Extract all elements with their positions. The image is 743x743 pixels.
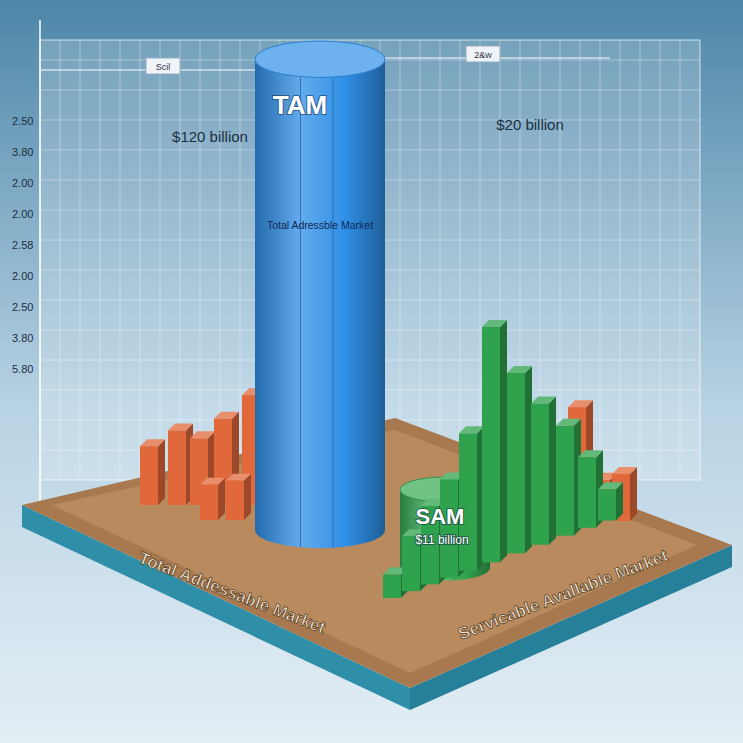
cylinder <box>255 41 385 548</box>
backdrop-line <box>120 40 121 480</box>
bar <box>383 574 401 598</box>
bar-side <box>244 474 251 520</box>
bar <box>200 485 218 520</box>
side-label: 2.50 <box>12 115 33 127</box>
bar-top <box>140 439 165 446</box>
side-label: 2.00 <box>12 208 33 220</box>
bar-top <box>531 396 556 403</box>
bar-top <box>459 426 484 433</box>
backdrop-line <box>480 40 481 480</box>
side-label: 2.00 <box>12 270 33 282</box>
side-label: 5.80 <box>12 363 33 375</box>
box-bar <box>507 366 532 553</box>
backdrop-line <box>460 40 461 480</box>
value-axis <box>39 20 41 530</box>
top-label-box <box>466 46 500 62</box>
bar-top <box>578 450 603 457</box>
bar-top <box>482 320 507 327</box>
bar <box>578 457 596 528</box>
bar-side <box>218 478 225 520</box>
box-bar <box>200 478 225 520</box>
cylinder-body <box>255 59 385 548</box>
backdrop-line <box>620 40 621 480</box>
box-bar <box>226 474 251 520</box>
bar-side <box>500 320 507 562</box>
category-label: TAM <box>273 90 327 120</box>
side-label: 2.00 <box>12 177 33 189</box>
background <box>0 0 743 743</box>
bar-side <box>158 439 165 505</box>
box-bar <box>598 482 623 520</box>
side-label: 3.80 <box>12 332 33 344</box>
data-label: $120 billion <box>172 128 248 145</box>
backdrop-line <box>180 40 181 480</box>
side-label: 2.50 <box>12 301 33 313</box>
bar-top <box>214 412 239 419</box>
bar <box>507 373 525 553</box>
backdrop-line <box>660 40 661 480</box>
bar <box>482 327 500 562</box>
bar-top <box>556 419 581 426</box>
annotation: $11 billion <box>415 533 468 547</box>
backdrop-line <box>240 40 241 480</box>
backdrop-line <box>160 40 161 480</box>
backdrop-line <box>200 40 201 480</box>
bar-top <box>598 482 623 489</box>
backdrop-line <box>100 40 101 480</box>
backdrop-line <box>560 40 561 480</box>
bar-top <box>226 474 251 481</box>
bar-top <box>507 366 532 373</box>
backdrop-line <box>440 40 441 480</box>
backdrop-line <box>640 40 641 480</box>
floor-label: Total Addessable Market <box>136 548 328 637</box>
bar <box>168 430 186 505</box>
bar <box>140 446 158 505</box>
box-bar <box>482 320 507 562</box>
box-bar <box>140 439 165 505</box>
backdrop-line <box>420 40 421 480</box>
chart: 2.50 3.80 2.00 2.00 2.58 2.00 2.50 3.80 5.80 Scil… <box>0 0 743 743</box>
box-bar <box>531 396 556 544</box>
backdrop-line <box>400 40 401 480</box>
bar <box>598 489 616 520</box>
box-bar <box>459 426 484 570</box>
bar-side <box>525 366 532 553</box>
bar-top <box>568 400 593 407</box>
side-label: 2.58 <box>12 239 33 251</box>
category-label: SAM <box>416 504 465 529</box>
bar-top <box>190 431 215 438</box>
bar-top <box>200 478 225 485</box>
bar-side <box>630 467 637 521</box>
bar-side <box>549 396 556 544</box>
backdrop-line <box>600 40 601 480</box>
bar <box>531 403 549 544</box>
backdrop-line <box>80 40 81 480</box>
marks <box>140 41 637 598</box>
bar <box>459 433 477 570</box>
cylinder-top <box>255 41 385 77</box>
annotation: Total Adressble Market <box>267 219 373 231</box>
cylinder-seam <box>333 77 334 547</box>
cylinder-seam <box>300 77 301 546</box>
top-label-box <box>146 58 180 74</box>
bar-top <box>168 423 193 430</box>
bar <box>226 481 244 520</box>
side-label: 3.80 <box>12 146 33 158</box>
top-label: 2&w <box>474 50 492 60</box>
box-bar <box>168 423 193 505</box>
data-label: $20 billion <box>496 116 564 133</box>
bar-top <box>612 467 637 474</box>
top-label: Scil <box>156 62 171 72</box>
backdrop-line <box>60 40 61 480</box>
box-bar <box>556 419 581 536</box>
backdrop-line <box>680 40 681 480</box>
floor-label: Servicable Avallable Market <box>456 546 671 644</box>
bar <box>556 426 574 536</box>
backdrop-line <box>140 40 141 480</box>
